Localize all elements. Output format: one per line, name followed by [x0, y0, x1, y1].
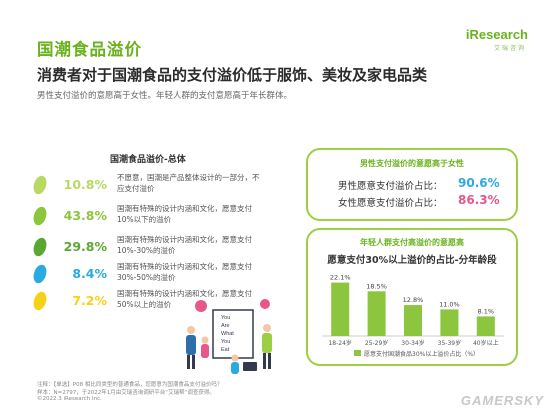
- age-panel: 年轻人群支付高溢价的意愿高 愿意支付30%以上溢价的占比-分年龄段 22.1% 1…: [306, 228, 518, 366]
- people-illustration: You Are What You Eat: [186, 299, 272, 374]
- person-body: [231, 362, 239, 374]
- bar-value-label: 18.5%: [366, 282, 387, 290]
- person-head: [263, 324, 271, 332]
- person-head: [201, 336, 209, 344]
- gender-row-female: 女性愿意支付溢价占比： 86.3%: [338, 193, 500, 209]
- x-tick-label: 25-29岁: [365, 339, 388, 347]
- board-text: You: [221, 315, 230, 321]
- logo-subtext: 艾瑞咨询: [493, 45, 526, 52]
- x-tick-label: 18-24岁: [328, 339, 351, 347]
- segment-percentage: 7.2%: [72, 293, 107, 308]
- gender-panel: 男性支付溢价的意愿高于女性 男性愿意支付溢价占比： 90.6% 女性愿意支付溢价…: [306, 148, 518, 221]
- bar-value-label: 12.8%: [403, 296, 424, 304]
- segment-percentage: 8.4%: [72, 266, 107, 281]
- seed-icon: [33, 237, 47, 257]
- board-text: Are: [221, 323, 230, 329]
- watermark: GAMERSKY: [460, 393, 544, 408]
- person-body: [186, 335, 196, 355]
- gender-row-male: 男性愿意支付溢价占比： 90.6%: [338, 176, 500, 192]
- age-panel-title: 年轻人群支付高溢价的意愿高: [360, 238, 464, 247]
- laptop: [243, 362, 257, 371]
- page-subtitle: 消费者对于国潮食品的支付溢价低于服饰、美妆及家电品类: [37, 66, 428, 84]
- segment-percentage: 43.8%: [63, 208, 107, 223]
- bar-value-label: 8.1%: [478, 307, 495, 315]
- board-text: What: [221, 331, 234, 337]
- bar: [367, 291, 386, 336]
- iresearch-logo: iResearch 艾瑞咨询: [458, 27, 528, 57]
- bar: [440, 309, 459, 336]
- person-body: [262, 333, 272, 353]
- heart-balloon: [195, 300, 207, 312]
- segment-description: 国潮有特殊的设计内涵和文化，愿意支付50%以上的溢价: [117, 289, 252, 309]
- segment-description: 不愿意，国潮是产品整体设计的一部分，不应支付溢价: [117, 173, 260, 193]
- seed-icon: [33, 264, 47, 284]
- gender-value: 86.3%: [458, 193, 500, 207]
- segment-description: 国潮有特殊的设计内涵和文化，愿意支付10%-30%的溢价: [117, 235, 252, 255]
- gender-panel-title: 男性支付溢价的意愿高于女性: [360, 159, 464, 168]
- gender-value: 90.6%: [458, 176, 500, 190]
- segment-percentage: 29.8%: [63, 239, 107, 254]
- segment-percentage: 10.8%: [63, 177, 107, 192]
- logo-text: iResearch: [465, 27, 528, 42]
- bar: [476, 316, 495, 336]
- person-body: [201, 344, 209, 358]
- chart-title: 愿意支付30%以上溢价的占比-分年龄段: [327, 255, 497, 266]
- bar-value-label: 22.1%: [330, 274, 351, 282]
- bar: [404, 305, 422, 336]
- board-text: You: [221, 339, 230, 345]
- bar: [331, 282, 350, 336]
- legend-swatch: [354, 350, 361, 356]
- person-head: [187, 326, 195, 334]
- page-description: 男性支付溢价的意愿高于女性。年轻人群的支付意愿高于年长群体。: [37, 91, 293, 101]
- x-tick-label: 40岁以上: [473, 339, 499, 347]
- age-bar-chart: 22.1% 18-24岁 18.5% 25-29岁 12.8% 30-34岁 11.0% 35…: [322, 274, 504, 358]
- page-title: 国潮食品溢价: [37, 40, 142, 59]
- legend-label: 愿意支付国潮食品30%以上溢价占比（%）: [364, 350, 479, 358]
- x-tick-label: 35-39岁: [438, 339, 461, 347]
- bar-value-label: 11.0%: [439, 300, 460, 308]
- overall-panel-title: 国潮食品溢价-总体: [110, 155, 186, 165]
- footnote-sample: 样本：N=2797，于2022年1月由艾瑞咨询调研平台“艾瑞帮”调查获得。: [37, 390, 215, 396]
- gender-label: 男性愿意支付溢价占比：: [338, 181, 443, 192]
- segment-description: 国潮有特殊的设计内涵和文化，愿意支付30%-50%的溢价: [117, 262, 252, 282]
- footnote-note: 注释：【单选】P08 相比同类型的普通食品，您愿意为国潮食品支付溢价吗？: [37, 382, 223, 388]
- person-head: [231, 354, 239, 362]
- seed-icon: [33, 175, 47, 195]
- footnote-copyright: ©2022.3 iResearch Inc.: [37, 396, 102, 402]
- segment-description: 国潮有特殊的设计内涵和文化，愿意支付10%以下的溢价: [117, 204, 252, 224]
- seed-icon: [33, 206, 47, 226]
- board-text: Eat: [221, 347, 230, 353]
- heart-balloon: [260, 299, 270, 309]
- x-tick-label: 30-34岁: [401, 339, 424, 347]
- gender-label: 女性愿意支付溢价占比：: [338, 198, 443, 209]
- seed-icon: [33, 291, 47, 311]
